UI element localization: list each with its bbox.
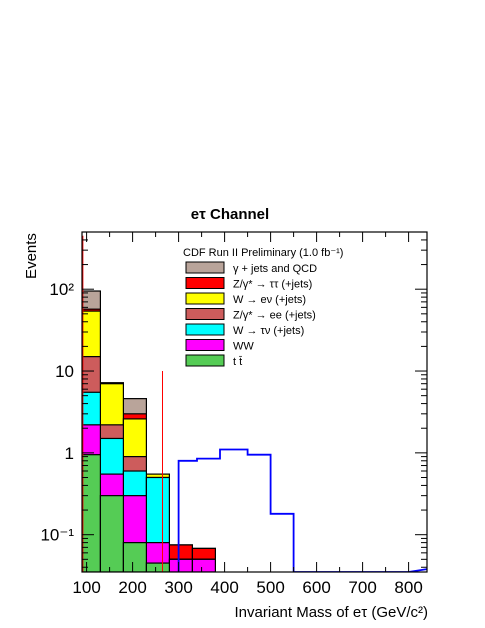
x-axis-label: Invariant Mass of eτ (GeV/c²) bbox=[235, 604, 428, 621]
legend-swatch-1 bbox=[185, 277, 225, 289]
legend-swatch-2 bbox=[185, 292, 225, 305]
legend-label-5: WW bbox=[233, 341, 254, 353]
legend-label-6: t t̄ bbox=[233, 356, 243, 368]
y-tick-label: 10² bbox=[49, 280, 74, 299]
bar-5-4 bbox=[168, 558, 193, 572]
legend-swatch-0 bbox=[185, 261, 225, 274]
x-tick-label: 300 bbox=[164, 578, 192, 597]
bar-6-1 bbox=[99, 495, 125, 572]
x-tick-label: 200 bbox=[118, 578, 146, 597]
x-tick-label: 500 bbox=[256, 578, 284, 597]
y-tick-label: 10⁻¹ bbox=[40, 526, 74, 545]
y-tick-label: 10 bbox=[55, 362, 74, 381]
legend-swatch-5 bbox=[185, 339, 225, 351]
chart-title: eτ Channel bbox=[191, 206, 269, 223]
x-tick-label: 600 bbox=[302, 578, 330, 597]
legend-label-2: W → eν (+jets) bbox=[233, 294, 306, 306]
bar-6-2 bbox=[122, 542, 148, 572]
plot-content bbox=[82, 235, 427, 572]
legend-swatch-3 bbox=[185, 308, 225, 320]
legend-label-1: Z/γ* → ττ (+jets) bbox=[233, 279, 312, 291]
legend-header: CDF Run II Preliminary (1.0 fb⁻¹) bbox=[183, 247, 343, 259]
x-tick-label: 400 bbox=[210, 578, 238, 597]
signal-line bbox=[177, 448, 427, 572]
legend-swatch-6 bbox=[185, 354, 225, 367]
legend-label-0: γ + jets and QCD bbox=[233, 263, 317, 275]
bar-5-5 bbox=[191, 558, 216, 572]
y-tick-label: 1 bbox=[65, 444, 74, 463]
y-axis-label: Events bbox=[23, 233, 40, 279]
axes: 100 200 300 400 500 600 700 800 10⁻¹ 1 10 10² bbox=[40, 231, 428, 597]
x-tick-label: 800 bbox=[394, 578, 422, 597]
x-tick-label: 100 bbox=[72, 578, 100, 597]
legend-label-4: W → τν (+jets) bbox=[233, 325, 304, 337]
legend-swatch-4 bbox=[185, 323, 225, 336]
x-tick-label: 700 bbox=[348, 578, 376, 597]
bar-6-3 bbox=[145, 562, 170, 572]
bar-6-0 bbox=[82, 454, 101, 572]
plot-frame bbox=[81, 231, 428, 573]
legend-label-3: Z/γ* → ee (+jets) bbox=[233, 310, 316, 322]
plot-area bbox=[82, 235, 427, 572]
legend: CDF Run II Preliminary (1.0 fb⁻¹) γ + jet… bbox=[183, 247, 343, 368]
